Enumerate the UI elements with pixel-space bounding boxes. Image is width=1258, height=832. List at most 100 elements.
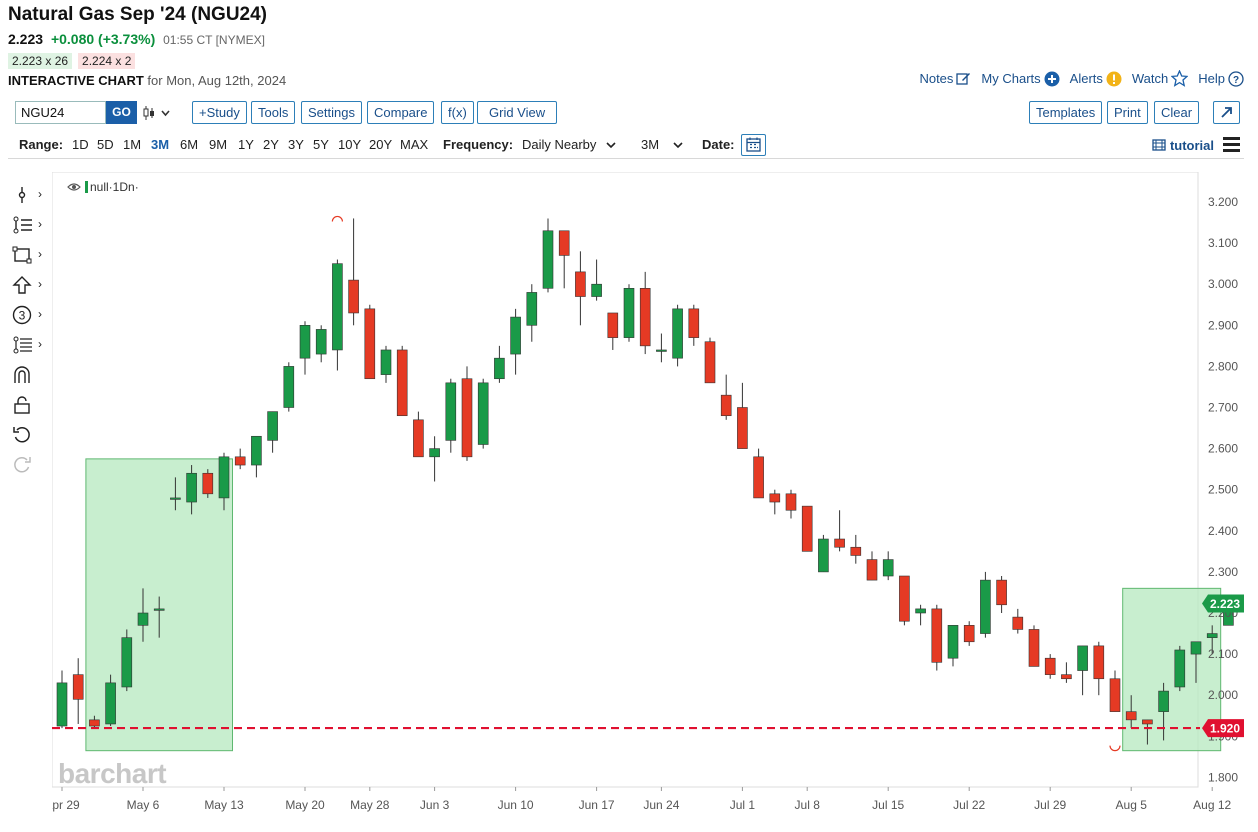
candle-body — [56, 682, 68, 727]
x-tick-label: May 20 — [285, 798, 325, 812]
tools-button[interactable]: Tools — [251, 101, 296, 124]
templates-button[interactable]: Templates — [1029, 101, 1103, 124]
shapes-icon — [12, 246, 32, 264]
candle-body — [1190, 641, 1202, 655]
fibonacci-tool[interactable]: › — [10, 333, 50, 357]
frequency-select[interactable]: Daily Nearby — [522, 137, 616, 152]
symbol-input[interactable] — [15, 101, 106, 124]
candle-body — [251, 435, 262, 466]
arrow-tool[interactable]: › — [10, 273, 50, 297]
x-tick-label: Jun 17 — [579, 798, 615, 812]
y-tick-label: 2.400 — [1208, 524, 1238, 538]
candle-body — [1028, 629, 1040, 667]
alerts-link[interactable]: Alerts — [1070, 71, 1122, 87]
trend-lines-tool[interactable]: › — [10, 213, 50, 237]
candle — [315, 325, 327, 363]
candle — [72, 658, 84, 724]
candle — [267, 411, 278, 453]
support-price-label: 1.920 — [1202, 719, 1244, 738]
candle-body — [963, 625, 975, 643]
go-button[interactable]: GO — [106, 101, 137, 124]
candle — [639, 271, 651, 355]
range-3y[interactable]: 3Y — [288, 137, 304, 152]
watch-link[interactable]: Watch — [1132, 70, 1189, 87]
candle — [591, 259, 602, 301]
lock-tool[interactable] — [10, 393, 50, 417]
help-link[interactable]: Help ? — [1198, 70, 1244, 87]
my-charts-link[interactable]: My Charts — [981, 71, 1060, 87]
candle-body — [234, 456, 246, 466]
range-3m[interactable]: 3M — [151, 137, 170, 152]
candle-body — [137, 612, 149, 626]
candle — [137, 588, 149, 642]
magnet-tool[interactable] — [10, 363, 50, 387]
candle-body — [153, 608, 165, 611]
fx-button[interactable]: f(x) — [441, 101, 474, 124]
range-max[interactable]: MAX — [400, 137, 429, 152]
candle — [477, 378, 489, 449]
candle-body — [186, 472, 197, 503]
redo-tool[interactable] — [10, 453, 50, 477]
chart-type-selector[interactable] — [143, 104, 173, 121]
undo-tool[interactable] — [10, 423, 50, 447]
study-button[interactable]: +Study — [192, 101, 247, 124]
period-select[interactable]: 3M — [641, 137, 683, 152]
candle — [688, 304, 700, 346]
price-chart[interactable]: null·1Dn· barchart 3.200 3.100 3.000 2.900 2.8… — [52, 172, 1248, 818]
popout-button[interactable] — [1213, 101, 1240, 124]
clear-button[interactable]: Clear — [1154, 101, 1200, 124]
calendar-icon — [746, 137, 761, 152]
notes-link[interactable]: Notes — [919, 71, 971, 86]
range-9m[interactable]: 9M — [209, 137, 228, 152]
range-6m[interactable]: 6M — [180, 137, 199, 152]
print-button[interactable]: Print — [1107, 101, 1148, 124]
trend-lines-icon — [13, 216, 32, 234]
candle-body — [218, 456, 230, 499]
svg-text:?: ? — [1233, 75, 1239, 86]
pencil-icon — [956, 73, 971, 85]
candle — [737, 382, 748, 449]
y-tick-label: 3.200 — [1208, 195, 1238, 209]
candle — [866, 551, 878, 581]
shapes-tool[interactable]: › — [10, 243, 50, 267]
menu-icon[interactable] — [1223, 137, 1240, 155]
expand-icon — [1221, 107, 1232, 118]
compare-button[interactable]: Compare — [367, 101, 435, 124]
candle — [542, 218, 554, 293]
range-10y[interactable]: 10Y — [338, 137, 362, 152]
candle-body — [429, 448, 440, 458]
chart-date: for Mon, Aug 12th, 2024 — [147, 73, 287, 88]
star-icon — [1171, 70, 1189, 87]
candle-body — [283, 366, 295, 408]
range-5d[interactable]: 5D — [97, 137, 114, 152]
candle — [494, 345, 505, 383]
candle-body — [170, 497, 181, 500]
candle-body — [510, 316, 521, 355]
watermark-text: barchart — [58, 758, 166, 789]
counter-tool[interactable]: 3 › — [10, 303, 50, 327]
chart-label: INTERACTIVE CHART — [8, 73, 144, 88]
candle — [931, 604, 943, 671]
grid-view-button[interactable]: Grid View — [477, 101, 558, 124]
crosshair-tool[interactable]: › — [10, 183, 50, 207]
x-tick-label: Jun 10 — [498, 798, 534, 812]
my-charts-label: My Charts — [981, 71, 1041, 86]
candle — [153, 596, 165, 638]
chart-legend: null·1Dn· — [67, 180, 139, 194]
range-1d[interactable]: 1D — [72, 137, 89, 152]
date-picker-button[interactable] — [741, 134, 766, 156]
candle-body — [931, 608, 943, 663]
settings-button[interactable]: Settings — [301, 101, 362, 124]
alert-icon — [1106, 71, 1122, 86]
tutorial-link[interactable]: tutorial — [1152, 138, 1214, 153]
candle-body — [348, 279, 359, 314]
range-1m[interactable]: 1M — [123, 137, 142, 152]
highlight-zone — [1122, 587, 1222, 752]
candle-body — [299, 325, 311, 359]
range-1y[interactable]: 1Y — [238, 137, 254, 152]
range-5y[interactable]: 5Y — [313, 137, 329, 152]
range-2y[interactable]: 2Y — [263, 137, 279, 152]
range-20y[interactable]: 20Y — [369, 137, 393, 152]
y-tick-label: 2.700 — [1208, 401, 1238, 415]
candle — [380, 345, 392, 383]
